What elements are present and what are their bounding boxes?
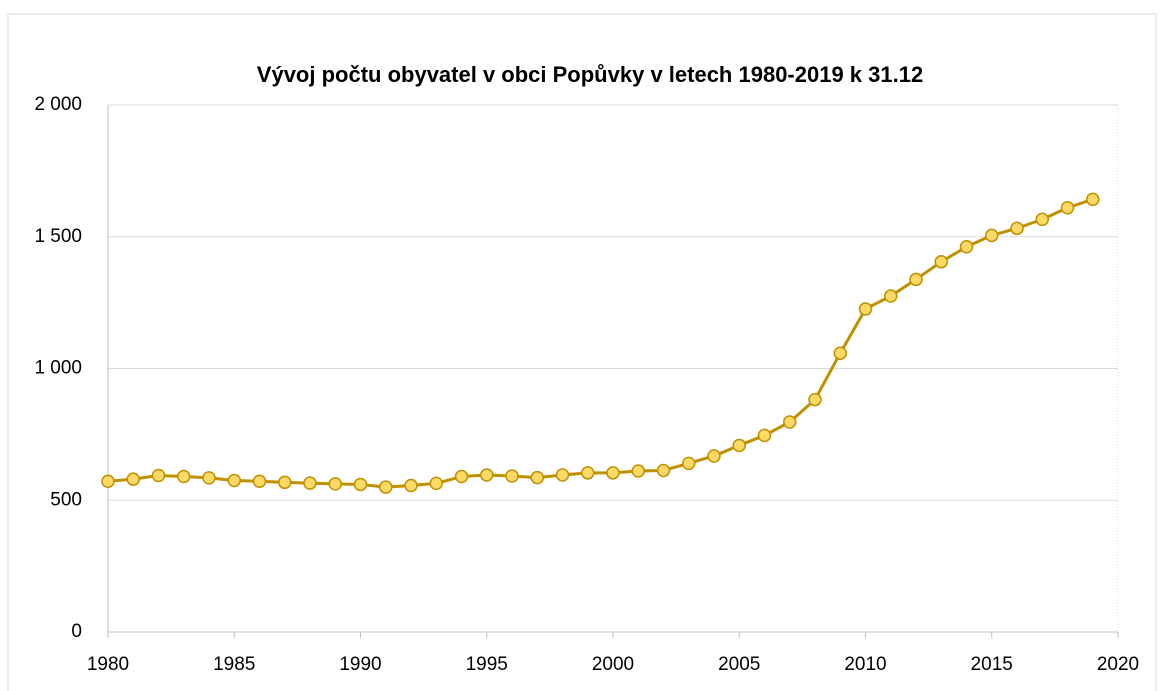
data-point <box>606 466 620 480</box>
data-point <box>909 272 923 287</box>
data-point <box>429 476 443 491</box>
data-point <box>783 415 797 429</box>
data-point <box>757 428 772 443</box>
data-point <box>833 346 847 360</box>
data-point <box>555 468 570 482</box>
data-point <box>177 469 191 484</box>
data-point <box>505 469 519 483</box>
x-tick-label: 1995 <box>466 654 508 675</box>
data-point <box>985 228 999 243</box>
data-point <box>959 240 974 254</box>
data-point <box>732 438 746 453</box>
data-point <box>808 392 822 407</box>
x-tick-label: 1985 <box>213 654 255 675</box>
y-tick-label: 1 000 <box>34 358 82 379</box>
y-tick-label: 0 <box>71 621 82 642</box>
data-point <box>858 302 873 316</box>
data-point <box>278 475 292 490</box>
data-point <box>151 468 166 483</box>
data-point <box>227 473 241 488</box>
data-point <box>631 464 645 478</box>
data-point <box>126 472 140 486</box>
data-point <box>404 478 418 493</box>
data-point <box>101 474 115 489</box>
data-point <box>884 289 898 303</box>
x-tick-label: 2015 <box>971 654 1013 675</box>
x-tick-label: 2010 <box>844 654 886 675</box>
x-tick-label: 2005 <box>718 654 760 675</box>
data-point <box>328 477 342 491</box>
data-point <box>1010 221 1024 236</box>
chart-title: Vývoj počtu obyvatel v obci Popůvky v le… <box>257 62 923 87</box>
x-tick-label: 2000 <box>592 654 634 675</box>
data-point <box>530 470 544 485</box>
data-point <box>202 471 216 485</box>
data-point <box>303 476 317 490</box>
data-point <box>1086 192 1100 207</box>
data-point <box>934 255 948 269</box>
data-point <box>682 456 696 471</box>
data-point <box>1060 201 1075 215</box>
data-point <box>707 449 721 463</box>
data-point <box>252 474 267 489</box>
data-point <box>379 480 393 494</box>
data-point <box>1035 212 1049 227</box>
series-line <box>107 197 1094 489</box>
data-point <box>656 463 671 478</box>
data-point <box>581 466 595 480</box>
y-tick-label: 1 500 <box>34 226 82 247</box>
data-point <box>454 469 469 484</box>
chart-border <box>7 13 1157 691</box>
data-point <box>480 468 494 482</box>
y-tick-label: 500 <box>50 489 82 510</box>
data-point <box>353 477 368 492</box>
x-tick-label: 2020 <box>1097 654 1139 675</box>
x-tick-label: 1980 <box>87 654 129 675</box>
x-tick-label: 1990 <box>339 654 381 675</box>
y-tick-label: 2 000 <box>34 94 82 115</box>
